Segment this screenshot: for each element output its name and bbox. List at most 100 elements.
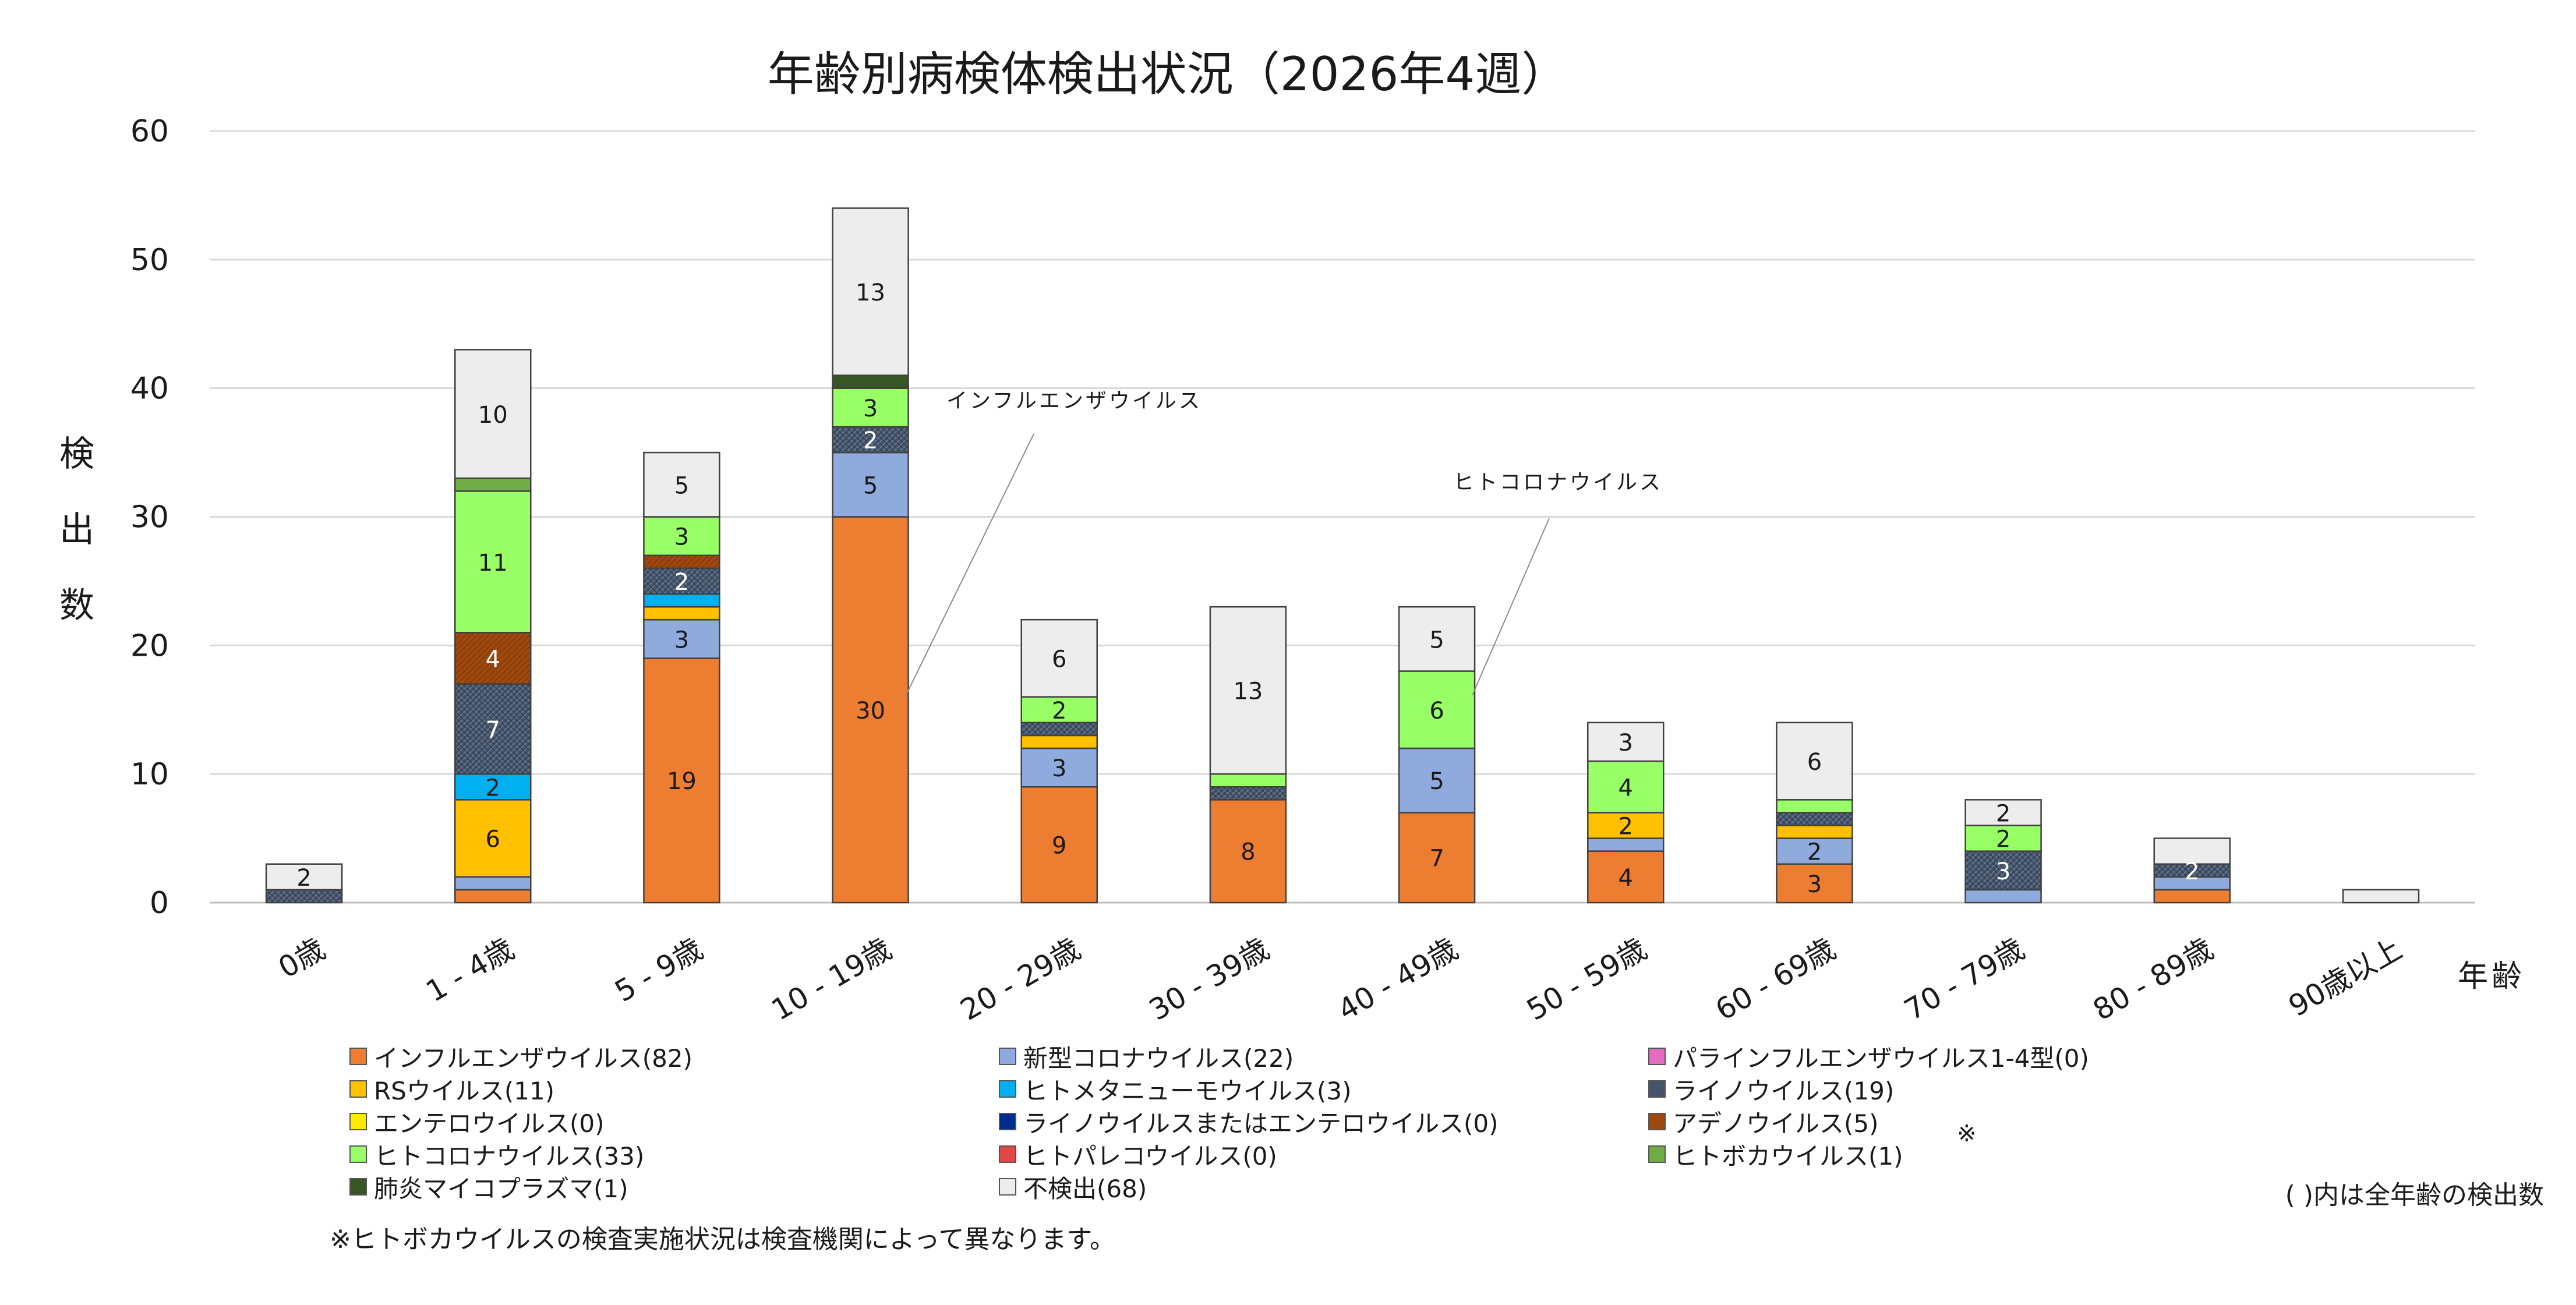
data-label: 30 [856, 698, 885, 724]
x-tick-label: 70 - 79歳 [1899, 932, 2030, 1027]
y-tick-label: 0 [150, 886, 169, 921]
legend-label: ライノウイルスまたはエンテロウイルス(0) [1023, 1109, 1499, 1138]
bar-segment [1209, 606, 1287, 775]
legend-label: ヒトメタニューモウイルス(3) [1023, 1076, 1352, 1105]
bar-segment [1587, 760, 1665, 814]
bar-segment [454, 799, 532, 878]
bar-segment [1587, 722, 1665, 762]
data-label: 13 [1233, 678, 1263, 705]
legend-swatch [349, 1145, 367, 1163]
legend-label: ライノウイルス(19) [1673, 1076, 1895, 1105]
bar-segment [1587, 812, 1665, 839]
data-label: 6 [1807, 749, 1822, 776]
legend-swatch [999, 1048, 1016, 1065]
gridlines [210, 130, 2475, 904]
bar-segment [1398, 747, 1476, 814]
legend-item: エンテロウイルス(0) [349, 1105, 605, 1138]
bar-segment [1587, 837, 1665, 852]
bars [265, 207, 2420, 904]
data-label: 4 [486, 646, 500, 673]
x-tick-label: 10 - 19歳 [766, 932, 897, 1027]
annotation-leader-line [1472, 518, 1550, 696]
y-axis-label: 検出数 [59, 434, 94, 626]
data-label: 2 [296, 865, 311, 892]
data-label: 7 [486, 717, 500, 744]
bar-segment [1020, 734, 1098, 749]
bar-segment [1776, 825, 1853, 839]
legend-item: ヒトボカウイルス(1) [1648, 1138, 1903, 1170]
data-label: 2 [2185, 858, 2199, 885]
data-label: 3 [674, 524, 689, 551]
bar-segment [454, 683, 532, 775]
bar-segment [643, 606, 720, 621]
data-label: 2 [1996, 826, 2010, 853]
bar-segment [1964, 799, 2042, 826]
y-label-char: 検 [59, 434, 94, 475]
x-tick-label: 40 - 49歳 [1332, 932, 1464, 1027]
bar-segment [454, 876, 532, 891]
data-label: 2 [1996, 800, 2010, 827]
bar-segment [265, 889, 343, 904]
data-label: 5 [674, 472, 689, 499]
legend-item: ライノウイルス(19) [1648, 1073, 1894, 1105]
totals-note: ( )内は全年齢の検出数 [2285, 1180, 2544, 1210]
y-tick-label: 10 [130, 757, 169, 792]
data-label: 7 [1429, 846, 1444, 872]
y-label-char: 出 [59, 510, 94, 550]
bar-segment [1776, 722, 1853, 801]
y-tick-label: 20 [130, 628, 169, 663]
legend-swatch [349, 1178, 367, 1196]
legend-swatch [349, 1080, 367, 1098]
bar-segment [1020, 618, 1098, 698]
legend-swatch [999, 1145, 1016, 1163]
bar-segment [1776, 799, 1853, 814]
y-tick-label: 50 [130, 243, 169, 278]
stacked-bar-chart: 年齢別病検体検出状況（2026年4週） 0 10 20 30 40 50 60 2 6 2 7 4 1… [59, 47, 2525, 1027]
chart-title: 年齢別病検体検出状況（2026年4週） [768, 47, 1568, 101]
bar-segment [1020, 722, 1098, 737]
legend-label: 肺炎マイコプラズマ(1) [374, 1174, 628, 1203]
y-axis-ticks: 0 10 20 30 40 50 60 [130, 114, 169, 921]
x-axis-ticks: 0歳 1 - 4歳 5 - 9歳 10 - 19歳 20 - 29歳 30 - 39歳 40… [273, 932, 2408, 1027]
x-tick-label: 0歳 [273, 932, 331, 985]
bar-segment [265, 863, 343, 891]
bar-segment [643, 554, 720, 570]
data-label: 2 [1619, 814, 1633, 840]
bar-segment [1209, 773, 1287, 788]
data-label: 19 [667, 768, 697, 795]
data-label: 6 [1429, 698, 1444, 724]
data-label: 4 [1619, 865, 1633, 892]
bar-segment [1020, 696, 1098, 724]
bar-segment [454, 478, 532, 492]
data-label: 2 [1807, 839, 1822, 866]
x-axis-label: 年齢 [2458, 959, 2525, 994]
data-label: 5 [863, 472, 878, 499]
data-label: 2 [674, 569, 689, 596]
data-label: 13 [856, 280, 885, 306]
legend-item: アデノウイルス(5) [1648, 1105, 1879, 1138]
bar-segment [643, 618, 720, 659]
data-label: 6 [486, 826, 500, 853]
legend-swatch [999, 1178, 1016, 1196]
legend-item: ヒトコロナウイルス(33) [349, 1138, 644, 1170]
y-tick-label: 30 [130, 500, 169, 535]
data-label: 2 [1052, 698, 1066, 724]
legend-label: アデノウイルス(5) [1673, 1109, 1879, 1138]
x-tick-label: 90歳以上 [2283, 932, 2408, 1023]
annotation-label: インフルエンザウイルス [946, 389, 1202, 413]
bar-segment [832, 426, 909, 454]
bar-segment [832, 451, 909, 518]
data-label: 3 [1807, 871, 1822, 898]
legend-item: 肺炎マイコプラズマ(1) [349, 1170, 628, 1203]
legend-swatch [349, 1048, 367, 1065]
x-tick-label: 30 - 39歳 [1143, 932, 1275, 1027]
x-tick-label: 60 - 69歳 [1710, 932, 1842, 1027]
x-tick-label: 80 - 89歳 [2087, 932, 2219, 1027]
x-tick-label: 5 - 9歳 [609, 932, 709, 1009]
bar-segment [832, 516, 909, 904]
y-tick-label: 60 [130, 114, 169, 149]
data-label: 5 [1429, 768, 1444, 795]
legend-label: エンテロウイルス(0) [374, 1109, 605, 1138]
bar-segment [832, 387, 909, 428]
bar-segment [643, 451, 720, 518]
